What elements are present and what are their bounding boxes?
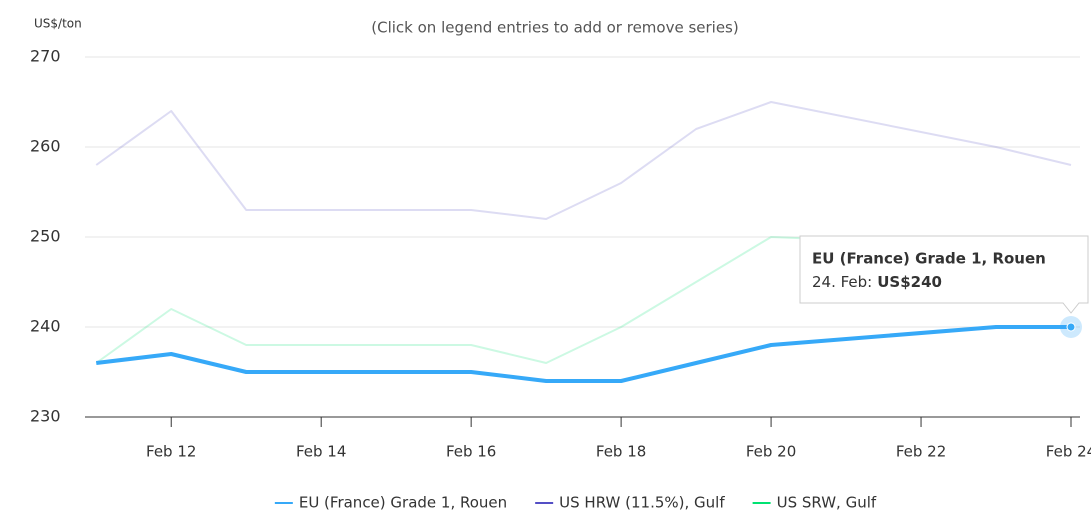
subtitle: (Click on legend entries to add or remov… [371, 19, 738, 37]
tooltip-value: US$240 [877, 273, 942, 291]
series-line [96, 325, 1071, 383]
y-tick-label: 270 [30, 47, 61, 66]
legend-label[interactable]: US SRW, Gulf [777, 494, 877, 512]
tooltip: EU (France) Grade 1, Rouen 24. Feb: US$240 [799, 235, 1089, 314]
y-axis-label: US$/ton [34, 17, 82, 31]
legend-item[interactable]: US HRW (11.5%), Gulf [535, 494, 725, 512]
y-tick-label: 250 [30, 227, 61, 246]
x-tick-label: Feb 16 [446, 443, 496, 461]
tooltip-body: 24. Feb: US$240 [812, 273, 942, 291]
series-line [95, 101, 1072, 220]
y-tick-label: 240 [30, 317, 61, 336]
x-tick-label: Feb 12 [146, 443, 196, 461]
x-tick-label: Feb 20 [746, 443, 796, 461]
x-tick-label: Feb 24 [1046, 443, 1091, 461]
hover-point [1066, 322, 1076, 332]
legend-item[interactable]: US SRW, Gulf [752, 494, 877, 512]
legend-label[interactable]: EU (France) Grade 1, Rouen [299, 494, 507, 512]
x-tick-label: Feb 18 [596, 443, 646, 461]
tooltip-box [799, 235, 1089, 314]
y-tick-label: 260 [30, 137, 61, 156]
y-tick-label: 230 [30, 407, 61, 426]
x-tick-label: Feb 14 [296, 443, 346, 461]
legend-label[interactable]: US HRW (11.5%), Gulf [559, 494, 725, 512]
legend: EU (France) Grade 1, Rouen US HRW (11.5%)… [274, 494, 877, 512]
legend-item[interactable]: EU (France) Grade 1, Rouen [274, 494, 507, 512]
tooltip-title: EU (France) Grade 1, Rouen [812, 250, 1046, 268]
tooltip-date: 24. Feb: [812, 273, 872, 291]
x-tick-label: Feb 22 [896, 443, 946, 461]
